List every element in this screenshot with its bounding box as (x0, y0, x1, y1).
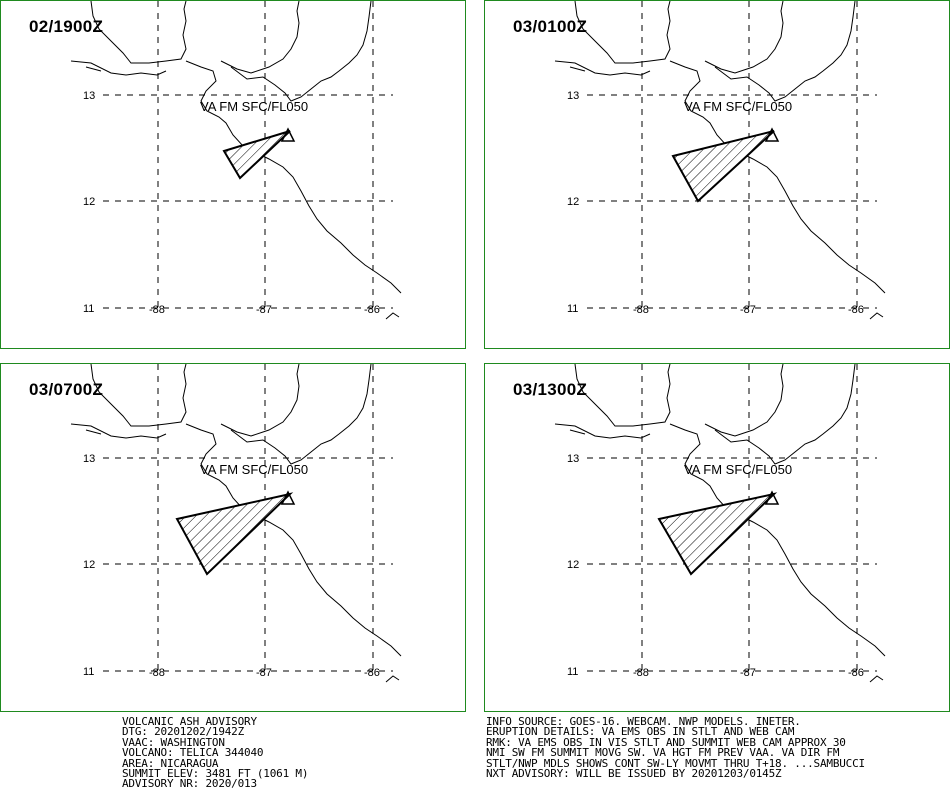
latitude-label: 12 (567, 196, 579, 208)
longitude-label: -86 (848, 667, 864, 679)
advisory-line: DTG: 20201202/1942Z (122, 725, 245, 739)
longitude-label: -88 (633, 667, 649, 679)
latitude-label: 12 (567, 559, 579, 571)
panel-time: 02/1900Z (29, 17, 104, 36)
va-height-label: VA FM SFC/FL050 (684, 99, 792, 114)
longitude-label: -86 (364, 304, 380, 316)
ash-area-polygon (657, 492, 778, 576)
latitude-label: 11 (83, 666, 94, 678)
forecast-panel-4: 13 12 11 -88 -87 -86 VA FM SFC/FL050 03/1300Z (484, 363, 950, 712)
coastline (554, 1, 886, 294)
advisory-line: ADVISORY NR: 2020/013 (122, 777, 257, 791)
longitude-label: -86 (364, 667, 380, 679)
coastline-fragment (869, 312, 884, 320)
longitude-label: -87 (740, 304, 756, 316)
panel-time: 03/0100Z (513, 17, 588, 36)
advisory-line: AREA: NICARAGUA (122, 756, 219, 770)
longitude-label: -88 (149, 304, 165, 316)
advisory-line: RMK: VA EMS OBS IN VIS STLT AND SUMMIT W… (486, 735, 846, 749)
advisory-remarks-right: INFO SOURCE: GOES-16. WEBCAM. NWP MODELS… (486, 715, 865, 780)
forecast-panel-1: 13 12 11 -88 -87 -86 VA FM SFC/FL050 02/1900Z (0, 0, 466, 349)
coastline (70, 1, 402, 294)
latitude-label: 11 (567, 303, 578, 315)
va-height-label: VA FM SFC/FL050 (684, 462, 792, 477)
advisory-line: SUMMIT ELEV: 3481 FT (1061 M) (122, 766, 309, 780)
panel-time: 03/0700Z (29, 380, 104, 399)
latitude-label: 12 (83, 559, 95, 571)
ash-area-polygon (175, 492, 294, 576)
longitude-label: -88 (149, 667, 165, 679)
volcano-triangle-icon (764, 490, 780, 505)
latitude-label: 11 (567, 666, 578, 678)
latitude-label: 12 (83, 196, 95, 208)
longitude-label: -88 (633, 304, 649, 316)
advisory-line: VOLCANIC ASH ADVISORY (122, 715, 257, 728)
advisory-line: VAAC: WASHINGTON (122, 735, 225, 749)
latitude-label: 13 (567, 90, 579, 102)
ash-area-polygon (671, 130, 775, 203)
forecast-panel-3: 13 12 11 -88 -87 -86 VA FM SFC/FL050 03/0700Z (0, 363, 466, 712)
latitude-label: 13 (83, 90, 95, 102)
advisory-line: ERUPTION DETAILS: VA EMS OBS IN STLT AND… (486, 725, 795, 739)
advisory-line: STLT/NWP MDLS SHOWS CONT SW-LY MOVMT THR… (486, 756, 865, 770)
advisory-line: NXT ADVISORY: WILL BE ISSUED BY 20201203… (486, 766, 782, 780)
map-4: 13 12 11 -88 -87 -86 VA FM SFC/FL050 (554, 364, 886, 683)
coastline-fragment (385, 675, 400, 683)
va-height-label: VA FM SFC/FL050 (200, 462, 308, 477)
coastline-fragment (869, 675, 884, 683)
coastline (554, 364, 886, 657)
panel-time: 03/1300Z (513, 380, 588, 399)
coastline-fragment (385, 312, 400, 320)
coastline (70, 364, 402, 657)
advisory-line: NMI SW FM SUMMIT MOVG SW. VA HGT FM PREV… (486, 746, 840, 760)
map-3: 13 12 11 -88 -87 -86 VA FM SFC/FL050 (70, 364, 402, 683)
map-1: 13 12 11 -88 -87 -86 VA FM SFC/FL050 (70, 1, 402, 320)
map-2: 13 12 11 -88 -87 -86 VA FM SFC/FL050 (554, 1, 886, 320)
forecast-panel-2: 13 12 11 -88 -87 -86 VA FM SFC/FL050 03/0100Z (484, 0, 950, 349)
volcano-triangle-icon (764, 127, 780, 142)
ash-area-polygon (222, 130, 291, 180)
latitude-label: 11 (83, 303, 94, 315)
va-height-label: VA FM SFC/FL050 (200, 99, 308, 114)
longitude-label: -86 (848, 304, 864, 316)
advisory-header-left: VOLCANIC ASH ADVISORY DTG: 20201202/1942Z… (122, 715, 309, 791)
advisory-line: VOLCANO: TELICA 344040 (122, 746, 264, 760)
latitude-label: 13 (83, 453, 95, 465)
longitude-label: -87 (256, 667, 272, 679)
longitude-label: -87 (740, 667, 756, 679)
longitude-label: -87 (256, 304, 272, 316)
latitude-label: 13 (567, 453, 579, 465)
advisory-line: INFO SOURCE: GOES-16. WEBCAM. NWP MODELS… (486, 715, 801, 728)
volcano-triangle-icon (280, 127, 296, 142)
volcano-triangle-icon (280, 490, 296, 505)
